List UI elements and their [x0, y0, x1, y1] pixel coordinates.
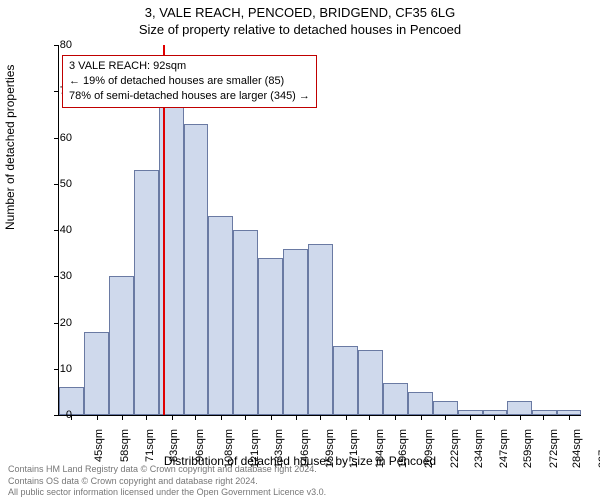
x-tick [543, 415, 544, 420]
x-tick [122, 415, 123, 420]
x-tick [421, 415, 422, 420]
y-tick [54, 415, 59, 416]
y-tick-label: 0 [66, 409, 72, 421]
x-tick [296, 415, 297, 420]
y-tick-label: 20 [60, 317, 72, 329]
y-tick-label: 10 [60, 363, 72, 375]
x-tick [445, 415, 446, 420]
x-tick [195, 415, 196, 420]
annotation-line-3: 78% of semi-detached houses are larger (… [69, 89, 310, 104]
histogram-bar [507, 401, 532, 415]
histogram-bar [408, 392, 433, 415]
footer-line-1: Contains HM Land Registry data © Crown c… [8, 464, 326, 475]
y-tick-label: 60 [60, 132, 72, 144]
y-tick [54, 91, 59, 92]
y-tick [54, 45, 59, 46]
histogram-bar [184, 124, 209, 415]
x-tick [97, 415, 98, 420]
annotation-box: 3 VALE REACH: 92sqm ← 19% of detached ho… [62, 55, 317, 108]
x-tick [245, 415, 246, 420]
x-tick [520, 415, 521, 420]
x-tick [271, 415, 272, 420]
x-tick [369, 415, 370, 420]
chart-container: 3, VALE REACH, PENCOED, BRIDGEND, CF35 6… [0, 0, 600, 500]
footer-attribution: Contains HM Land Registry data © Crown c… [8, 464, 326, 498]
page-subtitle: Size of property relative to detached ho… [0, 22, 600, 37]
histogram-bar [109, 276, 134, 415]
x-tick [395, 415, 396, 420]
annotation-line-2: ← 19% of detached houses are smaller (85… [69, 74, 310, 89]
histogram-bar [383, 383, 408, 415]
y-tick [54, 369, 59, 370]
histogram-bar [333, 346, 358, 415]
histogram-bar [532, 410, 557, 415]
histogram-bar [308, 244, 333, 415]
y-tick-label: 30 [60, 270, 72, 282]
histogram-bar [134, 170, 159, 415]
x-tick [146, 415, 147, 420]
page-title: 3, VALE REACH, PENCOED, BRIDGEND, CF35 6… [0, 5, 600, 20]
histogram-bar [258, 258, 283, 415]
footer-line-2: Contains OS data © Crown copyright and d… [8, 476, 326, 487]
histogram-bar [208, 216, 233, 415]
y-tick [54, 276, 59, 277]
histogram-bar [283, 249, 308, 416]
histogram-bar [358, 350, 383, 415]
x-tick [470, 415, 471, 420]
y-tick-label: 80 [60, 39, 72, 51]
y-tick [54, 184, 59, 185]
footer-line-3: All public sector information licensed u… [8, 487, 326, 498]
y-tick-label: 40 [60, 224, 72, 236]
x-tick [569, 415, 570, 420]
y-tick [54, 323, 59, 324]
annotation-line-1: 3 VALE REACH: 92sqm [69, 59, 310, 74]
histogram-bar [433, 401, 458, 415]
x-tick [172, 415, 173, 420]
y-tick-label: 50 [60, 178, 72, 190]
y-axis-label: Number of detached properties [3, 65, 17, 230]
y-tick [54, 138, 59, 139]
y-tick [54, 230, 59, 231]
x-tick [494, 415, 495, 420]
x-tick [320, 415, 321, 420]
x-tick [221, 415, 222, 420]
x-tick [346, 415, 347, 420]
histogram-bar [233, 230, 258, 415]
histogram-bar [84, 332, 109, 415]
